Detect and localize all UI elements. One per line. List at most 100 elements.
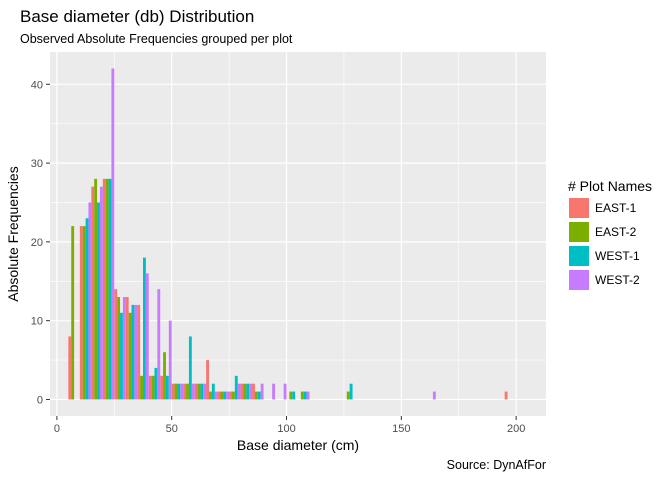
bar-east-1 (252, 383, 255, 400)
bar-east-2 (289, 391, 293, 400)
legend-label-west-2: WEST-2 (595, 273, 640, 287)
bar-east-2 (220, 391, 224, 400)
bar-east-1 (68, 336, 72, 400)
legend-label-east-1: EAST-1 (595, 201, 637, 215)
bar-east-2 (231, 391, 235, 400)
bar-west-2 (237, 383, 241, 400)
chart-title: Base diameter (db) Distribution (20, 7, 254, 26)
legend-label-west-1: WEST-1 (595, 249, 640, 263)
bar-west-2 (191, 383, 195, 400)
bar-west-2 (134, 304, 138, 400)
x-tick-label: 0 (54, 423, 60, 435)
bar-east-2 (82, 226, 86, 400)
x-tick-label: 50 (166, 423, 178, 435)
bar-east-2 (163, 352, 166, 400)
bar-east-2 (105, 178, 109, 400)
chart-subtitle: Observed Absolute Frequencies grouped pe… (20, 32, 293, 46)
bar-east-2 (243, 383, 247, 400)
y-tick-label: 0 (37, 394, 43, 406)
y-tick-label: 30 (31, 158, 43, 170)
bar-west-1 (349, 383, 353, 400)
bar-east-1 (125, 297, 129, 400)
legend-key-west-2 (569, 270, 589, 290)
bar-east-2 (117, 297, 121, 400)
bar-west-1 (165, 375, 169, 400)
bar-east-2 (71, 226, 75, 400)
bar-east-1 (137, 304, 141, 400)
bar-east-1 (194, 383, 198, 400)
legend-key-west-1 (569, 246, 589, 266)
bar-west-1 (131, 304, 135, 400)
bar-east-1 (183, 383, 187, 400)
bar-west-2 (157, 289, 161, 400)
bars (68, 68, 508, 400)
bar-east-1 (504, 391, 508, 400)
bar-west-1 (154, 367, 158, 400)
bar-east-2 (197, 383, 201, 400)
bar-east-2 (346, 391, 350, 400)
y-axis: 0 10 20 30 40 (31, 79, 50, 406)
legend-title: # Plot Names (568, 178, 652, 194)
bar-west-1 (120, 312, 123, 400)
bar-east-2 (300, 391, 304, 400)
bar-west-2 (168, 320, 172, 400)
bar-east-1 (240, 383, 244, 400)
bar-west-2 (432, 391, 436, 400)
bar-west-2 (283, 383, 287, 400)
bar-west-2 (214, 391, 218, 400)
bar-east-1 (217, 391, 221, 400)
bar-west-1 (246, 383, 250, 400)
bar-east-2 (151, 375, 155, 400)
bar-west-1 (143, 257, 146, 400)
bar-east-2 (254, 391, 258, 400)
x-axis: 0 50 100 150 200 (54, 416, 525, 435)
bar-west-2 (203, 383, 207, 400)
bar-east-1 (91, 186, 95, 400)
bar-west-2 (88, 202, 92, 400)
bar-east-1 (114, 289, 118, 400)
bar-west-1 (303, 391, 307, 400)
bar-west-1 (234, 375, 238, 400)
bar-west-2 (306, 391, 310, 400)
bar-west-1 (177, 383, 181, 400)
bar-west-1 (257, 391, 261, 400)
bar-east-1 (79, 226, 83, 400)
bar-west-2 (122, 297, 126, 400)
bar-east-2 (186, 383, 189, 400)
bar-west-2 (180, 383, 184, 400)
x-tick-label: 150 (392, 423, 410, 435)
x-axis-title: Base diameter (cm) (237, 437, 359, 453)
y-tick-label: 10 (31, 316, 43, 328)
bar-east-1 (160, 375, 164, 400)
bar-east-2 (209, 391, 212, 400)
bar-west-2 (111, 68, 115, 400)
bar-west-2 (226, 391, 230, 400)
bar-east-2 (140, 375, 143, 400)
bar-east-1 (171, 383, 175, 400)
bar-west-2 (260, 383, 264, 400)
x-tick-label: 200 (507, 423, 525, 435)
bar-east-2 (94, 178, 98, 400)
bar-east-1 (102, 178, 106, 400)
bar-east-1 (148, 375, 152, 400)
legend-key-east-1 (569, 198, 589, 218)
bar-west-1 (223, 391, 227, 400)
bar-west-1 (97, 202, 100, 400)
bar-west-1 (188, 336, 192, 400)
bar-west-1 (85, 218, 89, 400)
bar-east-1 (206, 360, 210, 400)
legend-label-east-2: EAST-2 (595, 225, 637, 239)
legend-key-east-2 (569, 222, 589, 242)
bar-west-2 (249, 383, 253, 400)
y-tick-label: 40 (31, 79, 43, 91)
x-tick-label: 100 (277, 423, 295, 435)
bar-west-1 (211, 383, 215, 400)
bar-east-2 (174, 383, 178, 400)
bar-west-2 (272, 383, 276, 400)
chart-caption: Source: DynAfFor (447, 458, 546, 472)
bar-west-1 (200, 383, 204, 400)
legend: # Plot Names EAST-1 EAST-2 WEST-1 WEST-2 (568, 178, 652, 290)
bar-west-1 (292, 391, 296, 400)
bar-west-2 (99, 186, 103, 400)
